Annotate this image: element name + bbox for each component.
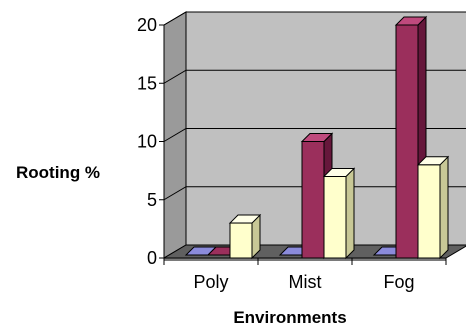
bar-front (229, 222, 253, 259)
gridline-3 (163, 69, 466, 84)
y-tick-label-0: 0 (147, 248, 157, 268)
y-tick-label-1: 5 (147, 190, 157, 210)
x-tick-label-2: Fog (383, 272, 414, 292)
y-tick-label-4: 20 (137, 15, 157, 35)
bar-front (417, 164, 441, 259)
bar-poly-series-3 (228, 213, 262, 260)
bar-fog-series-2 (394, 15, 428, 260)
bar-top (394, 16, 428, 26)
bar-side (345, 167, 355, 260)
y-axis: 0 5 10 15 20 (137, 15, 165, 268)
gridlines (163, 11, 466, 201)
bar-side (439, 155, 449, 260)
gridline-4 (163, 11, 466, 26)
x-tick-label-0: Poly (193, 272, 228, 292)
bars (184, 15, 450, 260)
x-axis: Poly Mist Fog (163, 257, 447, 292)
bar-front (301, 141, 325, 259)
x-axis-title: Environments (233, 308, 346, 327)
bar-front (323, 175, 347, 259)
bar-fog-series-3 (416, 155, 450, 260)
x-tick-label-1: Mist (289, 272, 322, 292)
bar-top (228, 214, 262, 224)
gridline-2 (163, 128, 466, 142)
y-axis-title: Rooting % (16, 163, 100, 182)
y-tick-label-2: 10 (137, 132, 157, 152)
bar-top (322, 167, 356, 177)
bar-top (416, 156, 450, 166)
bar-mist-series-3 (322, 167, 356, 260)
plot-floor-front (164, 258, 446, 261)
bar-front (395, 24, 419, 259)
bar-top (300, 133, 334, 142)
gridline-1 (163, 186, 466, 201)
y-tick-label-3: 15 (137, 73, 157, 93)
